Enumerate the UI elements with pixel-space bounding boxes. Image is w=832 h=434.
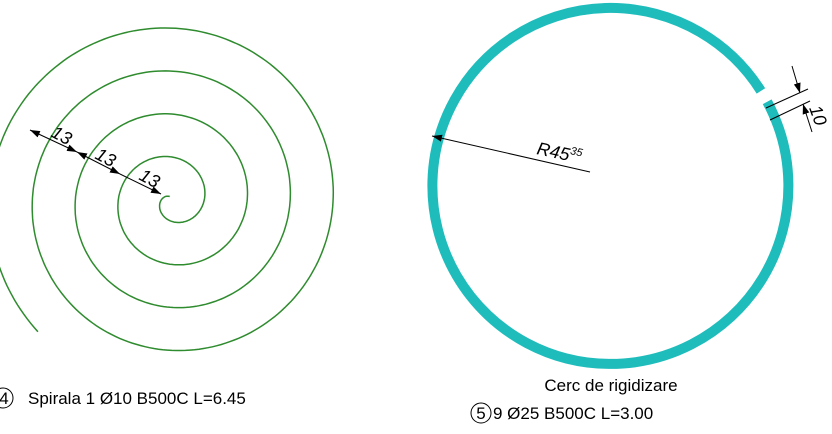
spiral-dim-line-3: [119, 173, 162, 195]
spiral-dim-line-1: [29, 129, 78, 153]
spiral-curve: [0, 27, 335, 352]
spiral-mark-number: 4: [0, 389, 9, 408]
spiral-dim-label-1: 13: [48, 122, 75, 149]
spiral-caption: Spirala 1 Ø10 B500C L=6.45: [28, 389, 246, 408]
gap-extension-line-1: [765, 88, 809, 109]
gap-arrow-upper: [791, 65, 801, 94]
ring-caption: 9 Ø25 B500C L=3.00: [493, 404, 653, 423]
ring-gap-dimension: [765, 65, 813, 133]
ring-radius-dimension-line: [431, 134, 591, 173]
spiral-mark-circle: [0, 387, 14, 409]
ring-mark-number: 5: [476, 404, 485, 423]
stiffening-ring-arc: [427, 2, 794, 369]
gap-arrow-lower: [802, 103, 813, 133]
ring-radius-label: R4535: [535, 138, 584, 167]
ring-mark-circle: [470, 402, 492, 424]
spiral-dimension-chain: [29, 129, 162, 195]
spiral-dim-line-2: [76, 151, 121, 175]
ring-title: Cerc de rigidizare: [544, 376, 677, 395]
spiral-drawing: [0, 27, 335, 352]
spiral-dim-label-3: 13: [136, 165, 163, 192]
ring-radius-superscript: 35: [569, 145, 584, 159]
